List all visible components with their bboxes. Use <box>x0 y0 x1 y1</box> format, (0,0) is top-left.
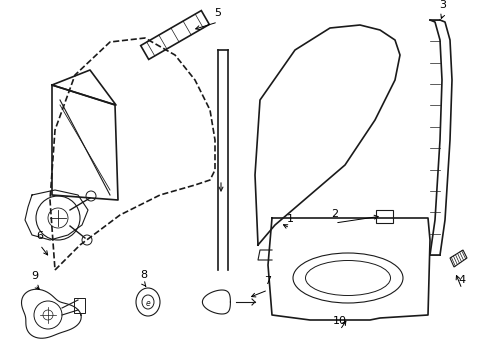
Text: 9: 9 <box>31 271 39 281</box>
Text: 6: 6 <box>37 231 43 241</box>
Text: 2: 2 <box>331 209 338 219</box>
Text: e: e <box>145 298 150 307</box>
Text: 5: 5 <box>214 8 221 18</box>
Text: 10: 10 <box>332 316 346 326</box>
Text: 8: 8 <box>140 270 147 280</box>
Text: 1: 1 <box>286 214 293 224</box>
Text: 3: 3 <box>439 0 446 10</box>
Text: 7: 7 <box>264 276 271 286</box>
Text: 4: 4 <box>458 275 465 285</box>
